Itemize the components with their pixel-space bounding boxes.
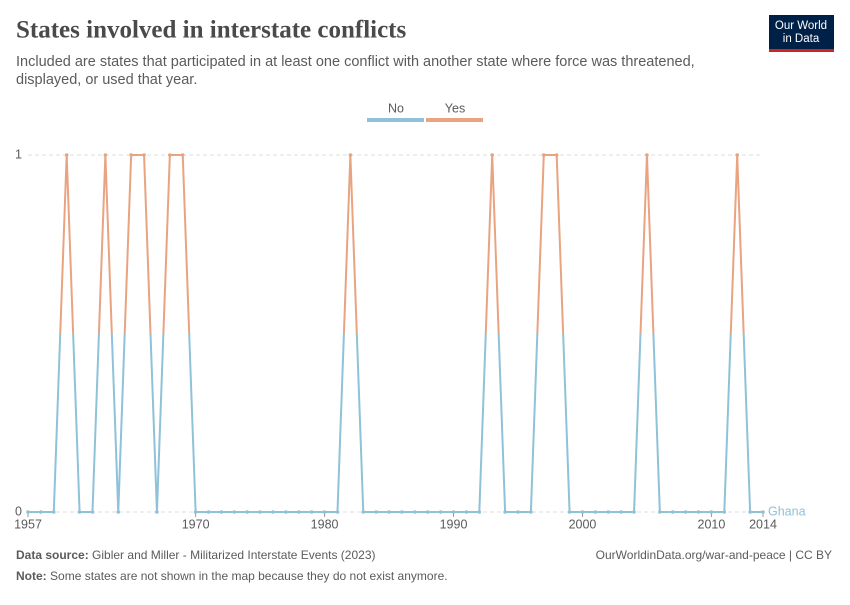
data-point — [670, 510, 675, 514]
data-point — [722, 510, 727, 514]
logo-text: Our World — [775, 20, 827, 32]
data-point — [490, 153, 495, 157]
data-point — [90, 510, 95, 514]
data-point — [361, 510, 366, 514]
data-point — [632, 510, 636, 514]
data-point — [335, 510, 340, 514]
data-point — [284, 510, 288, 514]
series-label: Ghana — [768, 504, 806, 518]
data-point — [206, 510, 211, 514]
data-point — [413, 510, 417, 514]
data-point — [541, 153, 546, 157]
data-point — [271, 510, 275, 514]
data-point — [219, 510, 224, 514]
data-point — [735, 153, 740, 157]
subtitle: Included are states that participated in… — [16, 54, 695, 70]
data-point — [425, 510, 430, 514]
x-tick-label: 1990 — [440, 517, 468, 531]
x-tick-label: 1957 — [14, 517, 42, 531]
data-point — [748, 510, 752, 514]
data-point — [554, 153, 559, 157]
data-point — [296, 510, 301, 514]
url[interactable]: OurWorldinData.org/war-and-peace | CC BY — [596, 548, 832, 562]
y-tick-label: 0 — [15, 504, 22, 518]
data-point — [129, 153, 133, 157]
note: Note: Some states are not shown in the m… — [16, 569, 448, 583]
data-point — [245, 510, 250, 514]
logo-box — [769, 15, 834, 49]
data-point — [309, 510, 314, 514]
logo-bar — [769, 49, 834, 52]
data-point — [142, 153, 146, 157]
x-tick-label: 1970 — [182, 517, 210, 531]
data-point — [606, 510, 611, 514]
data-point — [77, 510, 82, 514]
data-point — [658, 510, 662, 514]
data-point — [477, 510, 482, 514]
data-point — [193, 510, 198, 514]
legend-swatch — [426, 118, 483, 122]
series-line — [28, 154, 763, 513]
y-tick-label: 1 — [15, 147, 22, 161]
data-point — [180, 153, 185, 157]
data-point — [374, 510, 378, 514]
data-point — [387, 510, 391, 514]
source: Data source: Gibler and Miller - Militar… — [16, 548, 376, 562]
data-point — [258, 510, 262, 514]
data-point — [645, 153, 649, 157]
data-point — [51, 510, 56, 514]
legend-swatch — [367, 118, 424, 122]
data-point — [464, 510, 469, 514]
data-point — [116, 510, 121, 514]
legend-label: Yes — [445, 101, 465, 115]
data-point — [709, 510, 714, 514]
data-point — [39, 510, 43, 514]
data-point — [438, 510, 443, 514]
data-point — [580, 510, 585, 514]
chart-title: States involved in interstate conflicts — [16, 17, 407, 44]
data-point — [322, 510, 327, 514]
data-point — [516, 510, 520, 514]
data-point — [529, 510, 533, 514]
data-point — [696, 510, 701, 514]
data-point — [64, 153, 69, 157]
logo-text: in Data — [783, 33, 820, 45]
data-point — [26, 510, 30, 514]
x-tick-label: 2000 — [569, 517, 597, 531]
data-point — [348, 153, 353, 157]
x-tick-label: 2010 — [698, 517, 726, 531]
note-text: Some states are not shown in the map bec… — [50, 569, 448, 583]
legend-label: No — [388, 101, 404, 115]
data-point — [683, 510, 688, 514]
data-point — [503, 510, 507, 514]
data-point — [619, 510, 623, 514]
source-label: Data source: — [16, 548, 89, 562]
data-point — [232, 510, 237, 514]
data-point — [155, 510, 159, 514]
data-point — [593, 510, 598, 514]
data-point — [168, 153, 172, 157]
x-tick-label: 1980 — [311, 517, 339, 531]
data-point — [567, 510, 572, 514]
source-text: Gibler and Miller - Militarized Intersta… — [92, 548, 375, 562]
logo[interactable]: Our World in Data — [769, 15, 834, 52]
note-label: Note: — [16, 569, 47, 583]
subtitle: displayed, or used that year. — [16, 72, 197, 88]
data-point — [761, 510, 765, 514]
x-tick-label: 2014 — [749, 517, 777, 531]
data-point — [103, 153, 108, 157]
data-point — [400, 510, 404, 514]
data-point — [451, 510, 456, 514]
